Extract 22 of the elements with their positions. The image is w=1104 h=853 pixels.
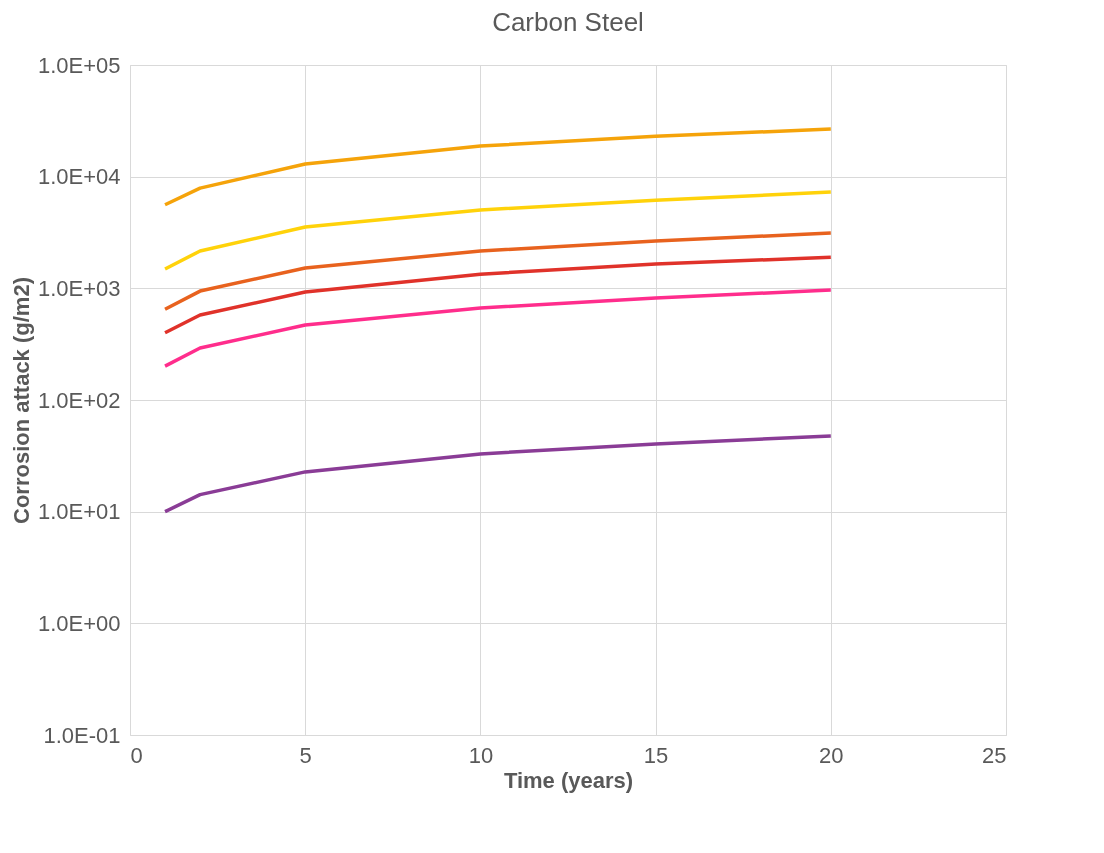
y-tick-label: 1.0E+00 xyxy=(37,610,121,636)
x-tick-label: 15 xyxy=(643,742,669,768)
y-tick-label: 1.0E+01 xyxy=(37,499,121,525)
x-tick-label: 20 xyxy=(819,742,844,768)
y-axis-title: Corrosion attack (g/m2) xyxy=(8,277,34,524)
x-tick-label: 10 xyxy=(468,742,494,768)
line-series xyxy=(163,190,833,271)
y-tick-label: 1.0E+05 xyxy=(37,52,121,78)
line-series xyxy=(163,255,833,335)
x-tick-label: 0 xyxy=(130,742,143,768)
chart-title: Carbon Steel xyxy=(492,7,644,37)
line-series xyxy=(163,434,833,514)
line-series xyxy=(163,127,833,207)
y-tick-label: 1.0E+02 xyxy=(37,387,121,413)
y-tick-label: 1.0E+03 xyxy=(37,275,121,301)
x-tick-label: 25 xyxy=(982,742,1007,768)
y-tick-label: 1.0E+04 xyxy=(37,164,121,190)
x-tick-label: 5 xyxy=(299,742,312,768)
line-series xyxy=(163,231,833,311)
y-tick-label: 1.0E-01 xyxy=(43,722,121,748)
line-series xyxy=(163,288,833,368)
x-axis-title: Time (years) xyxy=(503,767,634,793)
